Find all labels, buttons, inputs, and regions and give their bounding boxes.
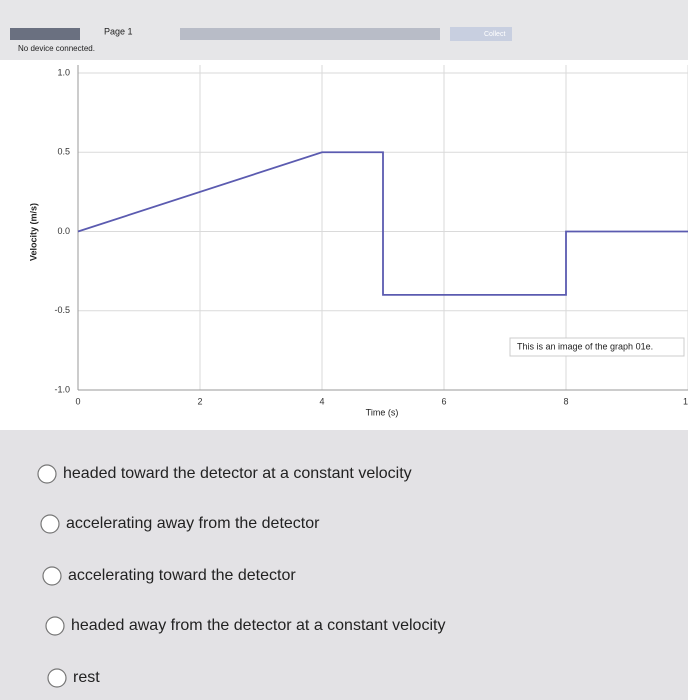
y-axis-label: Velocity (m/s) xyxy=(28,203,38,261)
chart-panel xyxy=(0,60,688,430)
option-label[interactable]: headed away from the detector at a const… xyxy=(71,617,445,634)
x-tick-label: 2 xyxy=(197,396,202,406)
y-tick-label: -1.0 xyxy=(54,384,70,394)
x-tick-label: 8 xyxy=(563,396,568,406)
y-tick-label: -0.5 xyxy=(54,305,70,315)
x-tick-label: 10 xyxy=(683,396,688,406)
annotation-box xyxy=(509,337,685,357)
x-tick-label: 0 xyxy=(75,396,80,406)
option-label[interactable]: headed toward the detector at a constant… xyxy=(63,465,412,482)
radio-button[interactable] xyxy=(47,668,67,688)
radio-button[interactable] xyxy=(37,464,57,484)
question-panel xyxy=(0,430,688,700)
y-tick-label: 1.0 xyxy=(57,67,70,77)
toolbar-icons xyxy=(10,28,80,40)
x-axis-label: Time (s) xyxy=(366,407,399,417)
radio-button[interactable] xyxy=(40,514,60,534)
data-line xyxy=(77,151,688,296)
page-label: Page 1 xyxy=(104,26,133,36)
option-label[interactable]: accelerating toward the detector xyxy=(68,567,296,584)
status: No device connected. xyxy=(18,44,95,53)
x-tick-label: 4 xyxy=(319,396,324,406)
option-label[interactable]: accelerating away from the detector xyxy=(66,515,320,532)
y-tick-label: 0.0 xyxy=(57,226,70,236)
y-tick-label: 0.5 xyxy=(57,147,70,157)
option-label[interactable]: rest xyxy=(73,669,100,686)
radio-button[interactable] xyxy=(45,616,65,636)
radio-button[interactable] xyxy=(42,566,62,586)
collect-button[interactable] xyxy=(450,27,512,41)
annotation: This is an image of the graph 01e. xyxy=(517,341,653,351)
x-tick-label: 6 xyxy=(441,396,446,406)
toolbar-icons xyxy=(180,28,440,40)
collect-label: Collect xyxy=(484,31,505,38)
